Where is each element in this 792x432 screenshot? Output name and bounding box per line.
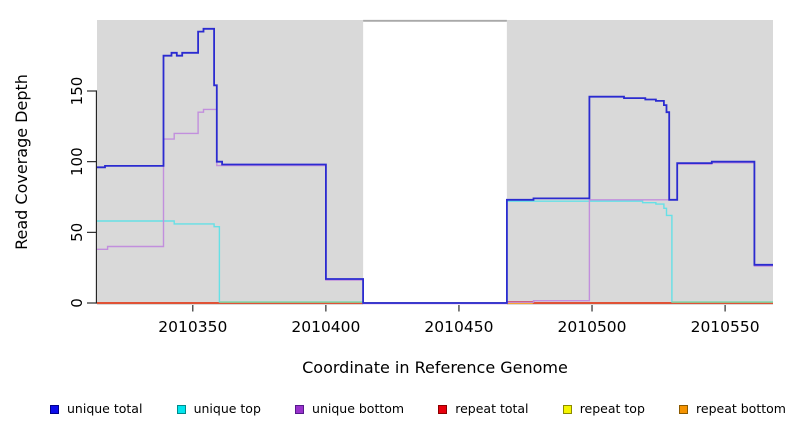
y-tick-label: 0 xyxy=(68,298,86,308)
legend-swatch-repeat-top xyxy=(562,404,572,414)
legend-swatch-unique-total xyxy=(50,404,59,414)
legend-item-repeat-total: repeat total xyxy=(438,401,529,417)
legend-swatch-repeat-total xyxy=(438,404,448,414)
legend-label: unique total xyxy=(67,401,143,416)
legend-label: repeat top xyxy=(579,401,645,416)
series-line-unique-top xyxy=(97,200,773,304)
legend-label: unique bottom xyxy=(312,401,405,416)
legend-swatch-repeat-bottom xyxy=(679,404,689,414)
series-line-unique-bottom xyxy=(97,108,773,305)
legend-label: unique top xyxy=(193,401,261,416)
legend-swatch-unique-top xyxy=(176,404,186,414)
legend: unique total unique top unique bottom repea… xyxy=(50,400,786,418)
x-axis-title: Coordinate in Reference Genome xyxy=(302,358,568,377)
x-tick-label: 2010450 xyxy=(424,318,493,336)
legend-swatch-unique-bottom xyxy=(295,404,305,414)
x-tick-label: 2010350 xyxy=(158,318,227,336)
x-tick-label: 2010500 xyxy=(558,318,627,336)
y-tick-label: 100 xyxy=(68,147,86,176)
legend-item-repeat-bottom: repeat bottom xyxy=(679,401,786,417)
legend-item-unique-total: unique total xyxy=(50,401,142,417)
x-tick-label: 2010550 xyxy=(691,318,760,336)
y-axis-title: Read Coverage Depth xyxy=(12,74,31,250)
y-tick-label: 150 xyxy=(68,77,86,106)
legend-label: repeat total xyxy=(455,401,529,416)
legend-label: repeat bottom xyxy=(696,401,786,416)
masked-region xyxy=(363,21,507,305)
y-tick-label: 50 xyxy=(68,223,86,242)
legend-item-repeat-top: repeat top xyxy=(562,401,645,417)
legend-item-unique-top: unique top xyxy=(176,401,261,417)
legend-item-unique-bottom: unique bottom xyxy=(295,401,404,417)
x-tick-label: 2010400 xyxy=(291,318,360,336)
series-line-unique-total xyxy=(97,27,773,304)
